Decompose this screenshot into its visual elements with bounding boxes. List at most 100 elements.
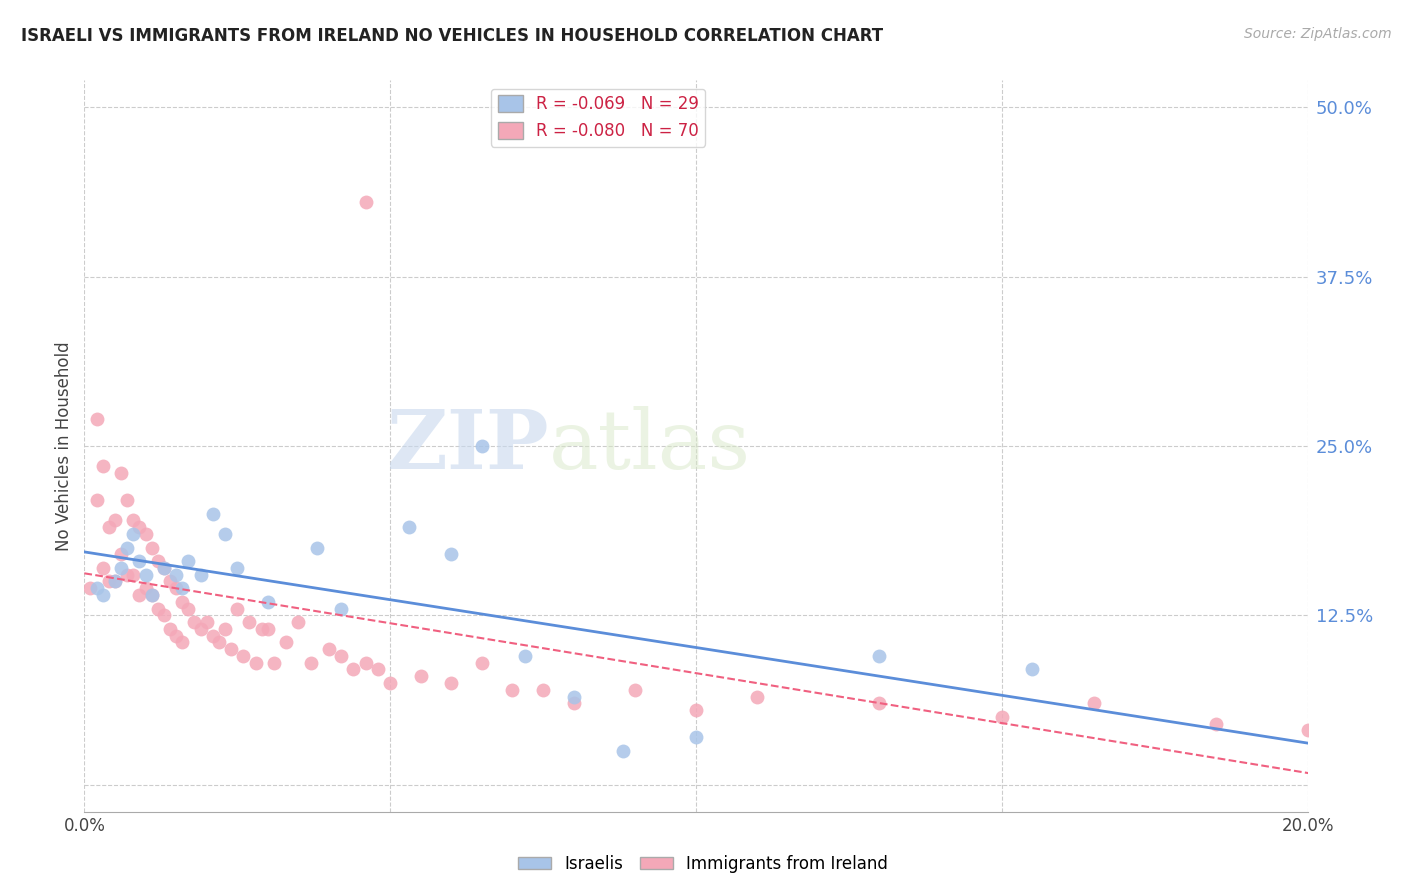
Point <box>226 601 249 615</box>
Point <box>201 629 224 643</box>
Point <box>190 622 212 636</box>
Point <box>232 648 254 663</box>
Point <box>257 622 280 636</box>
Point <box>354 656 377 670</box>
Point <box>245 656 267 670</box>
Point <box>513 648 536 663</box>
Point <box>685 730 707 744</box>
Point <box>115 541 138 555</box>
Text: ZIP: ZIP <box>387 406 550 486</box>
Point <box>214 622 236 636</box>
Point <box>177 601 200 615</box>
Point <box>135 581 157 595</box>
Point <box>110 466 132 480</box>
Point <box>1021 663 1043 677</box>
Point <box>97 574 120 589</box>
Point <box>250 622 273 636</box>
Point <box>135 567 157 582</box>
Point <box>471 656 494 670</box>
Point <box>624 682 647 697</box>
Point <box>502 682 524 697</box>
Point <box>177 554 200 568</box>
Point <box>91 459 114 474</box>
Point <box>299 656 322 670</box>
Point <box>1296 723 1319 738</box>
Point <box>1083 697 1105 711</box>
Point <box>287 615 309 629</box>
Point <box>165 567 187 582</box>
Point <box>141 588 163 602</box>
Point <box>1205 716 1227 731</box>
Point <box>208 635 231 649</box>
Point <box>562 690 585 704</box>
Point <box>531 682 554 697</box>
Point <box>318 642 340 657</box>
Point <box>747 690 769 704</box>
Legend: R = -0.069   N = 29, R = -0.080   N = 70: R = -0.069 N = 29, R = -0.080 N = 70 <box>491 88 706 146</box>
Point <box>562 697 585 711</box>
Point <box>612 744 634 758</box>
Point <box>110 561 132 575</box>
Point <box>342 663 364 677</box>
Point <box>153 561 176 575</box>
Y-axis label: No Vehicles in Household: No Vehicles in Household <box>55 341 73 551</box>
Point <box>238 615 260 629</box>
Point <box>440 676 463 690</box>
Point <box>91 561 114 575</box>
Point <box>146 554 169 568</box>
Point <box>471 439 494 453</box>
Point <box>172 595 194 609</box>
Point <box>330 648 353 663</box>
Point <box>86 581 108 595</box>
Point <box>165 629 187 643</box>
Point <box>219 642 242 657</box>
Point <box>190 567 212 582</box>
Point <box>869 697 891 711</box>
Point <box>122 514 145 528</box>
Point <box>159 622 181 636</box>
Point <box>97 520 120 534</box>
Point <box>104 574 127 589</box>
Text: Source: ZipAtlas.com: Source: ZipAtlas.com <box>1244 27 1392 41</box>
Text: ISRAELI VS IMMIGRANTS FROM IRELAND NO VEHICLES IN HOUSEHOLD CORRELATION CHART: ISRAELI VS IMMIGRANTS FROM IRELAND NO VE… <box>21 27 883 45</box>
Point <box>141 588 163 602</box>
Point <box>86 493 108 508</box>
Point <box>104 514 127 528</box>
Point <box>409 669 432 683</box>
Point <box>165 581 187 595</box>
Point <box>86 412 108 426</box>
Point <box>91 588 114 602</box>
Point <box>172 581 194 595</box>
Point <box>159 574 181 589</box>
Point <box>153 561 176 575</box>
Point <box>276 635 298 649</box>
Legend: Israelis, Immigrants from Ireland: Israelis, Immigrants from Ireland <box>510 848 896 880</box>
Point <box>104 574 127 589</box>
Point <box>183 615 205 629</box>
Point <box>128 588 150 602</box>
Point <box>153 608 176 623</box>
Point <box>685 703 707 717</box>
Point <box>201 507 224 521</box>
Point <box>146 601 169 615</box>
Point <box>354 195 377 210</box>
Point <box>128 520 150 534</box>
Point <box>214 527 236 541</box>
Point <box>115 493 138 508</box>
Point <box>122 527 145 541</box>
Point <box>991 710 1014 724</box>
Point <box>869 648 891 663</box>
Point <box>110 547 132 561</box>
Point <box>257 595 280 609</box>
Point <box>305 541 328 555</box>
Point <box>135 527 157 541</box>
Point <box>141 541 163 555</box>
Point <box>172 635 194 649</box>
Point <box>1358 716 1381 731</box>
Point <box>122 567 145 582</box>
Point <box>380 676 402 690</box>
Point <box>398 520 420 534</box>
Point <box>367 663 389 677</box>
Point <box>330 601 353 615</box>
Point <box>195 615 218 629</box>
